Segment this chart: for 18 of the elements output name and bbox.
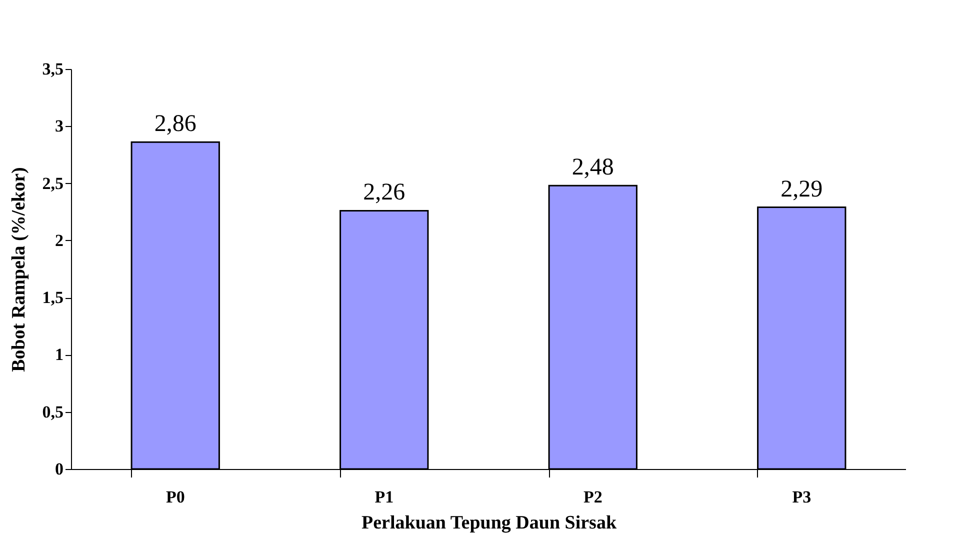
y-tick-label: 0,5 — [42, 402, 64, 422]
x-tick-label: P1 — [374, 488, 394, 506]
y-axis-title: Bobot Rampela (%/ekor) — [8, 167, 30, 372]
y-tick-label: 2 — [55, 230, 64, 250]
data-label: 2,48 — [572, 154, 614, 181]
data-label: 2,29 — [780, 176, 823, 202]
y-tick-label: 3 — [55, 116, 64, 136]
x-tick-label: P0 — [166, 488, 185, 506]
data-label: 2,26 — [363, 180, 406, 206]
x-axis-title: Perlakuan Tepung Daun Sirsak — [361, 512, 617, 534]
y-tick-label: 3,5 — [42, 60, 64, 78]
x-tick-label: P3 — [792, 488, 812, 506]
x-tick-label: P2 — [583, 488, 602, 506]
y-tick-label: 1 — [55, 345, 64, 364]
data-label: 2,86 — [154, 111, 196, 138]
y-tick-label: 1,5 — [42, 288, 64, 308]
y-tick-label: 0 — [55, 460, 64, 478]
y-tick-label: 2,5 — [42, 174, 64, 193]
